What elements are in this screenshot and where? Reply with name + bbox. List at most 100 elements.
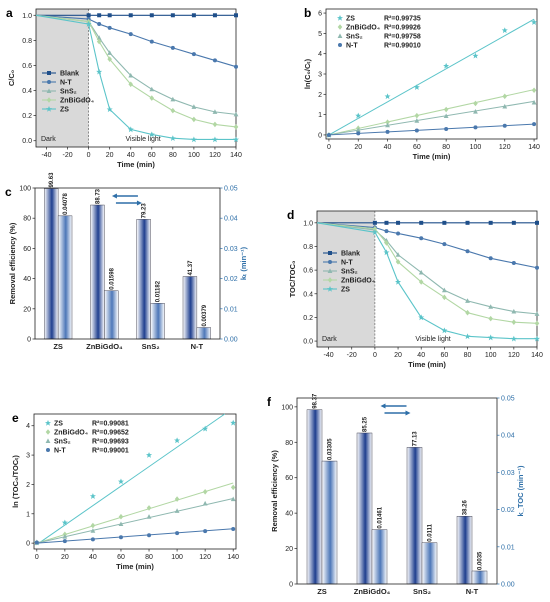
y-tick-label: 0.8 [22,38,32,45]
removal-bar [136,219,151,340]
removal-bar [90,204,105,340]
data-point [149,13,154,18]
data-point [230,484,236,491]
x-tick-label: -40 [41,152,51,159]
data-point [488,304,494,309]
legend-marker [46,88,52,93]
y-tick-label: 0.0 [22,138,32,145]
data-point [202,425,209,432]
data-point [146,452,153,458]
data-point [472,52,479,59]
legend-marker [47,71,51,75]
rate-constant-bar [471,570,488,585]
category-label: ZnBiGdO₄ [354,587,391,596]
data-point [535,265,539,270]
f-plot-frame [296,397,498,585]
y-tick-label: 80 [285,440,293,447]
data-point [442,220,447,225]
data-point [465,249,470,254]
data-point [174,437,181,444]
rate-constant-bar [196,327,211,340]
data-point [106,106,113,113]
y-right-tick-label: 0.00 [224,337,238,344]
legend-r2: R²=0.99652 [92,430,129,437]
data-point [501,27,508,34]
x-axis-label: Time (min) [408,360,446,369]
legend-r2: R²=0.99010 [384,43,421,50]
data-point [89,493,96,499]
data-point [62,539,67,544]
legend-marker [46,106,52,112]
data-point [233,136,239,143]
data-point [473,125,478,130]
a-plot-frame [35,8,237,148]
legend-marker [338,43,342,47]
panel-c: 99.63 0.04078 ZS 88.73 0.01598 ZnBiGdO₄ 79.23 0… [5,172,248,351]
data-point [96,38,102,45]
x-tick-label: 140 [528,144,540,151]
y-tick-label: 1.0 [22,13,32,20]
y-tick-label: 80 [23,216,31,223]
data-point [395,259,401,265]
rate-constant-bar [150,303,165,340]
data-point [444,127,449,132]
dark-region [317,211,375,347]
visible-light-label: Visible light [125,136,160,143]
rate-value-label: 0.00379 [202,304,208,326]
left-axis-arrowhead [380,403,386,409]
rate-constant-bar [57,215,73,340]
x-tick-label: 100 [485,352,497,359]
removal-bar [456,516,473,585]
removal-bar [182,276,198,340]
data-point [531,19,538,26]
data-point [107,50,113,55]
y-tick-label: 0.4 [303,291,313,298]
legend-marker [337,33,343,38]
rate-constant-bar [321,460,338,585]
series-line [316,222,538,269]
removal-bar [306,409,323,585]
x-tick-label: 80 [145,554,153,561]
data-point [418,279,424,285]
panel-b: 0 20 40 60 80 100 120 140 0 1 2 3 4 5 6 Time (min) ln(C₀… [303,6,540,161]
series-line [316,222,538,324]
y-tick-label: 20 [23,306,31,313]
panel-label: f [267,395,272,409]
removal-bar [406,447,423,585]
data-point [211,136,218,143]
fit-line [328,89,535,136]
fit-line [36,482,234,544]
data-point [234,64,238,69]
panel-label: d [287,208,294,222]
panel-label: b [304,6,311,20]
data-point [146,514,152,519]
legend-entry: ZS [60,107,69,114]
data-point [170,107,176,114]
legend-entry: SnS₂ [346,34,363,41]
x-tick-label: 20 [106,152,114,159]
data-point [230,496,236,502]
y-tick-label: 3 [318,72,322,79]
series-line [316,222,537,340]
data-point [441,287,447,293]
y-tick-label: 1.0 [303,220,313,227]
removal-value-label: 41.37 [188,260,194,276]
category-label: N-T [466,587,479,596]
legend-entry: SnS₂ [60,89,77,96]
legend-marker [337,15,343,21]
y-tick-label: 60 [285,475,293,482]
data-point [395,278,402,285]
panel-label: a [6,6,13,20]
y-tick-label: 0.8 [303,244,313,251]
x-tick-label: 100 [171,554,183,561]
legend-r2: R²=0.99001 [92,448,129,455]
dark-label: Dark [41,136,56,143]
legend-entry: ZS [54,421,63,428]
rate-value-label: 0.0035 [478,551,484,570]
rate-value-label: 0.0111 [428,523,434,541]
data-point [149,86,155,92]
data-point [212,58,217,63]
legend-entry: ZnBiGdO₄ [60,98,94,105]
panel-label: c [5,185,12,199]
legend-entry: N-T [60,80,72,87]
